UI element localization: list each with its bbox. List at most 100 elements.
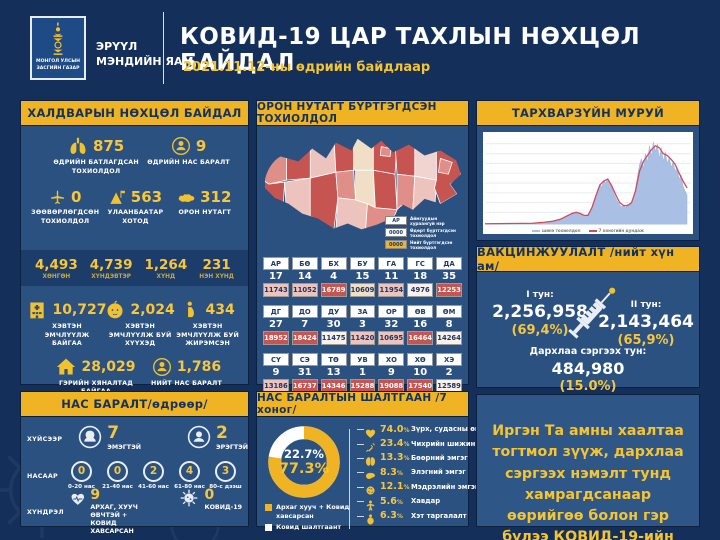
province-total-count: 10695	[378, 331, 405, 345]
province-total-count: 16789	[320, 283, 347, 297]
kidney-icon	[365, 452, 376, 467]
province-cell: СЭ 31 16737	[291, 353, 318, 393]
province-daily-count: 8	[445, 319, 453, 330]
province-cell: ЗА 3 11420	[349, 305, 376, 345]
province-abbr: БУ	[349, 257, 376, 270]
age-count-circle: 4	[179, 460, 200, 482]
stat-ulaanbaatar: 563 УЛААНБААТАР ХОТОД	[99, 188, 171, 226]
province-total-count: 14264	[436, 331, 462, 345]
syringe-small-icon	[365, 438, 376, 453]
heart-pulse-icon	[71, 493, 84, 505]
donut-legend-item: Архаг хууч + Ковид хавсарсан	[265, 503, 356, 520]
province-abbr: ДУ	[320, 305, 347, 318]
brain-icon	[365, 481, 376, 495]
legend-label: Ковид шалтгаант	[276, 523, 342, 532]
province-daily-count: 4	[330, 271, 338, 282]
location-stats-row: 0 ЗӨӨВӨРЛӨГДСӨН ТОХИОЛДОЛ 563 УЛААНБААТА…	[21, 176, 248, 226]
province-daily-count: 35	[442, 271, 457, 282]
category-label: ХҮНДРЭЛ	[27, 508, 64, 516]
province-abbr: БХ	[320, 257, 347, 270]
booster-label: Дархлаа сэргээх тун:	[529, 346, 647, 357]
dose1-label: I тун:	[526, 290, 554, 300]
logo-caption: МОНГОЛ УЛСЫН ЗАСГИЙН ГАЗАР	[36, 59, 80, 71]
death-label: АРХАГ, ХУУЧ ӨВЧТЭЙ + КОВИД ХАВСАРСАН	[90, 503, 138, 536]
death-causes-panel: НАС БАРАЛТЫН ШАЛТГААН /7 хоног/ 22.7% 77…	[256, 391, 493, 532]
province-cell: ХӨ 10 17540	[407, 353, 434, 393]
province-daily-count: 10	[413, 367, 428, 378]
province-abbr: БӨ	[291, 257, 318, 270]
causes-list: 74.0% Зүрх, судасны өвчин 23.4% Чихрийн шиж…	[357, 422, 493, 525]
province-abbr: ДГ	[263, 305, 289, 318]
severity-value: 231	[202, 256, 231, 273]
chart-legend-item: шинэ тохиолдол	[531, 228, 581, 233]
province-total-count: 11052	[291, 283, 318, 297]
booster-percent: (15.0%)	[559, 379, 617, 394]
province-total-count: 10609	[349, 283, 376, 297]
cause-label: Хэт таргалалт	[411, 511, 467, 520]
donut-legend: Архаг хууч + Ковид хавсарсан Ковид шалтга…	[265, 503, 356, 532]
province-abbr: ДА	[436, 257, 462, 270]
donut-legend-item: Ковид шалтгаант	[265, 523, 356, 532]
province-total-count: 4976	[407, 283, 434, 297]
province-daily-count: 30	[326, 319, 341, 330]
province-total-count: 18952	[263, 331, 289, 345]
stat-value: 563	[130, 188, 163, 206]
chart-legend: шинэ тохиолдол 7 хоногийн дундаж	[483, 228, 693, 233]
stat-value: 28,029	[81, 358, 136, 375]
cause-percentage: 23.4%	[380, 438, 410, 450]
female-deaths: 7 ЭМЭГТЭЙ	[78, 425, 141, 452]
stat-hospitalized-pregnant: 434 ХЭВТЭН ЭМЧЛҮҮЛЖ БУЙ ЖИРЭМСЭН	[175, 300, 240, 349]
death-count: 2	[215, 423, 228, 444]
cause-item: 5.6% Хавдар	[357, 494, 466, 511]
province-cell: АР 17 11743	[263, 257, 289, 297]
panel-title: НАС БАРАЛТЫН ШАЛТГААН /7 хоног/	[257, 392, 468, 417]
female-icon	[79, 426, 102, 449]
age-range-label: 80-с дээш	[209, 483, 242, 490]
province-cell: ДО 7 18424	[291, 305, 318, 345]
death-count: 7	[107, 423, 120, 444]
stat-value: 312	[200, 188, 232, 206]
header-divider	[163, 12, 164, 84]
severity-breakdown-strip: 4,493 ХӨНГӨН 4,739 ХҮНДЭВТЭР 1,264 ХҮНД 231 НЭН…	[21, 250, 248, 286]
cause-label: Зүрх, судасны өвчин	[411, 425, 494, 434]
syringe-icon	[565, 280, 621, 344]
age-group: 0 21-40 нас	[101, 460, 134, 491]
province-total-count: 12589	[436, 379, 462, 393]
legend-label: 7 хоногийн дундаж	[598, 228, 644, 233]
legend-swatch	[265, 524, 272, 532]
donut-white-percent: 22.7%	[284, 447, 324, 461]
stat-label: ОРОН НУТАГТ	[178, 209, 232, 216]
mongolia-map-icon	[178, 193, 195, 202]
panel-title: НАС БАРАЛТ/өдрөөр/	[21, 392, 248, 417]
province-abbr: АР	[263, 257, 289, 270]
cause-percentage: 8.3%	[380, 466, 403, 478]
hospitalized-stats-row: 10,727 ХЭВТЭН ЭМЧЛҮҮЛЖ БАЙГАА 2,024 ХЭВТ…	[21, 226, 248, 349]
severity-label: ХӨНГӨН	[42, 273, 71, 280]
severity-value: 1,264	[144, 256, 188, 273]
province-daily-count: 14	[297, 271, 312, 282]
cause-percentage: 74.0%	[380, 423, 410, 435]
province-abbr: СЭ	[291, 353, 318, 366]
cancer-icon	[365, 496, 376, 511]
province-cell: СҮ 9 13186	[263, 353, 289, 393]
deaths-by-gender-row: ХҮЙСЭЭР 7 ЭМЭГТЭЙ	[27, 423, 248, 455]
cause-percentage: 12.1%	[380, 481, 410, 493]
legend-label: шинэ тохиолдол	[541, 228, 581, 233]
stat-imported: 0 ЗӨӨВӨРЛӨГДСӨН ТОХИОЛДОЛ	[31, 188, 99, 226]
booster-value: 484,980	[551, 359, 625, 378]
lungs-icon	[70, 137, 86, 154]
dose2-stat: II тун: 2,143,464 (65,9%)	[595, 300, 697, 348]
stat-value: 2,024	[130, 302, 175, 318]
dose1-percent: (69,4%)	[511, 323, 569, 338]
legend-badge: 0000	[385, 228, 407, 238]
province-daily-count: 7	[301, 319, 309, 330]
province-daily-count: 11	[384, 271, 399, 282]
age-group: 2 41-60 нас	[137, 460, 170, 491]
home-icon	[57, 358, 76, 374]
province-cell: ХО 9 19088	[378, 353, 405, 393]
province-daily-count: 2	[445, 367, 453, 378]
chart-legend-item: 7 хоногийн дундаж	[588, 228, 644, 233]
province-abbr: ХО	[378, 353, 405, 366]
cause-label: Элэгний эмгэг	[411, 468, 466, 477]
epidemic-curve-chart: шинэ тохиолдол 7 хоногийн дундаж	[483, 132, 693, 234]
